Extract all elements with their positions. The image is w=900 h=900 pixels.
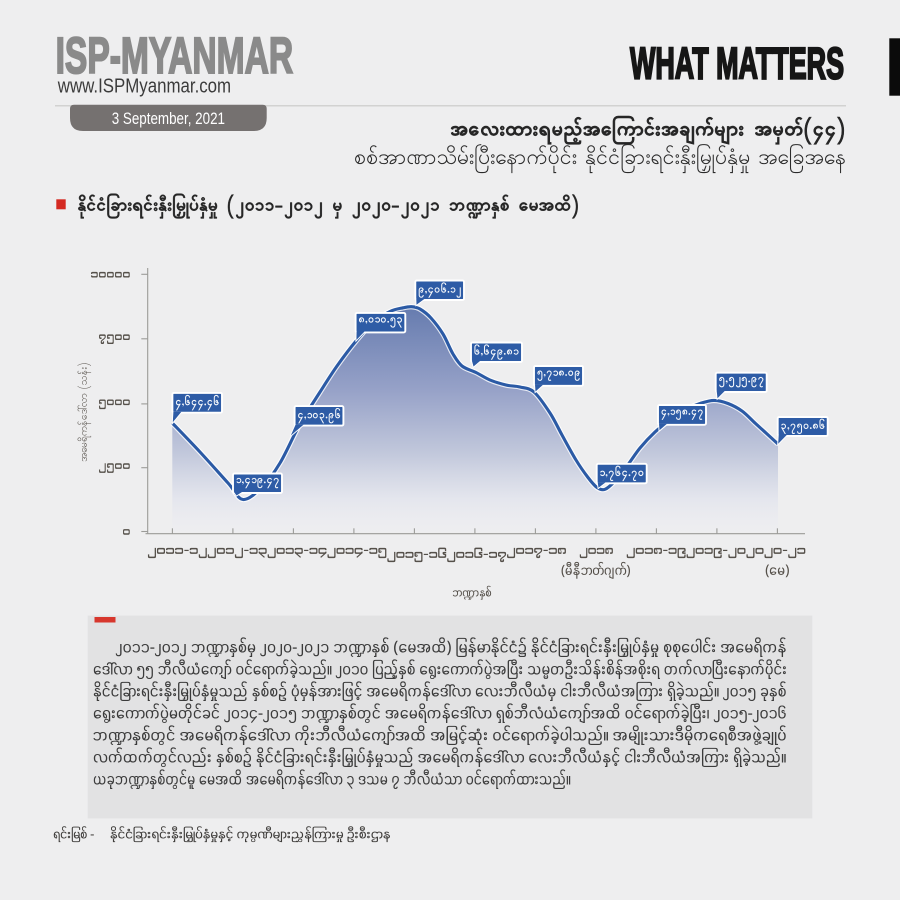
svg-text:ISP-MYANMAR: ISP-MYANMAR [56, 26, 293, 84]
svg-text:www.ISPMyanmar.com: www.ISPMyanmar.com [57, 75, 231, 97]
svg-text:3 September, 2021: 3 September, 2021 [112, 109, 225, 128]
svg-text:WHAT MATTERS: WHAT MATTERS [630, 39, 844, 88]
